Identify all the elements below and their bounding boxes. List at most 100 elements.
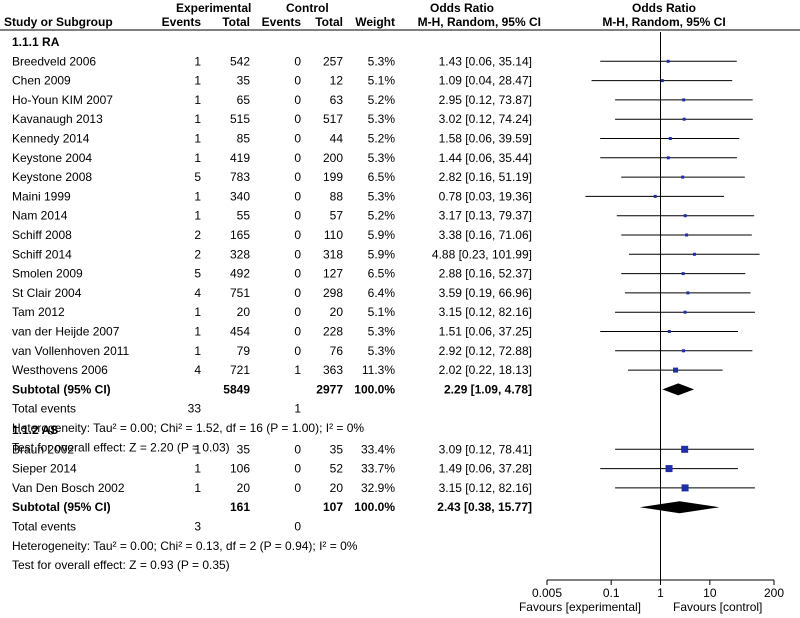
odds-ratio-value: 1.43 [0.06, 35.14] (439, 54, 532, 68)
ctl-total: 363 (323, 363, 343, 377)
exp-events: 1 (194, 462, 201, 476)
weight-value: 5.2% (368, 132, 396, 146)
exp-events: 1 (194, 481, 201, 495)
point-estimate (692, 252, 696, 256)
study-name: Braun 2002 (12, 442, 74, 456)
odds-ratio-value: 3.59 [0.19, 66.96] (439, 286, 532, 300)
ctl-events: 0 (294, 442, 301, 456)
ctl-total: 257 (323, 54, 343, 68)
study-name: Westhovens 2006 (12, 363, 108, 377)
study-name: Tam 2012 (12, 305, 65, 319)
subtotal-ctl-total: 107 (323, 500, 343, 514)
ctl-total: 44 (330, 132, 344, 146)
ctl-total: 228 (323, 325, 343, 339)
total-events-ctl: 0 (294, 520, 301, 534)
point-estimate (683, 310, 687, 314)
point-estimate (681, 272, 685, 276)
subtotal-diamond (662, 383, 695, 396)
point-estimate (660, 79, 664, 83)
study-name: Schiff 2014 (12, 247, 72, 261)
weight-value: 6.4% (368, 286, 396, 300)
ctl-total: 517 (323, 112, 343, 126)
odds-ratio-value: 2.82 [0.16, 51.19] (439, 170, 532, 184)
exp-events: 1 (194, 209, 201, 223)
weight-value: 5.2% (368, 209, 396, 223)
ctl-total: 200 (323, 151, 343, 165)
header-control: Control (286, 1, 329, 15)
ctl-total: 199 (323, 170, 343, 184)
point-estimate (653, 194, 657, 198)
study-name: van Vollenhoven 2011 (12, 344, 130, 358)
point-estimate (681, 175, 685, 179)
x-tick-label: 10 (703, 586, 717, 600)
study-name: Sieper 2014 (12, 462, 77, 476)
ctl-events: 0 (294, 286, 301, 300)
ctl-events: 0 (294, 93, 301, 107)
study-name: Chen 2009 (12, 74, 71, 88)
point-estimate (673, 367, 679, 373)
header-exp-events: Events (162, 15, 202, 29)
total-events-label: Total events (12, 402, 76, 416)
x-tick-label: 0.1 (603, 586, 620, 600)
weight-value: 5.3% (368, 325, 396, 339)
header-ctl-events: Events (262, 15, 302, 29)
ctl-events: 0 (294, 325, 301, 339)
exp-total: 721 (230, 363, 250, 377)
odds-ratio-value: 1.09 [0.04, 28.47] (439, 74, 532, 88)
weight-value: 33.7% (361, 462, 395, 476)
ctl-total: 35 (330, 442, 344, 456)
ctl-total: 63 (330, 93, 344, 107)
study-name: Van Den Bosch 2002 (12, 481, 125, 495)
point-estimate (666, 59, 670, 63)
study-name: Smolen 2009 (12, 267, 83, 281)
exp-events: 1 (194, 54, 201, 68)
point-estimate (681, 484, 689, 492)
weight-value: 6.5% (368, 170, 396, 184)
ctl-events: 0 (294, 132, 301, 146)
study-name: Nam 2014 (12, 209, 68, 223)
ctl-events: 0 (294, 228, 301, 242)
ctl-events: 0 (294, 54, 301, 68)
weight-value: 11.3% (362, 363, 395, 377)
weight-value: 5.1% (368, 74, 396, 88)
weight-value: 5.3% (368, 189, 396, 203)
odds-ratio-value: 2.02 [0.22, 18.13] (439, 363, 532, 377)
header-study: Study or Subgroup (4, 15, 113, 29)
subtotal-exp-total: 5849 (223, 382, 250, 396)
study-name: Schiff 2008 (12, 228, 72, 242)
study-name: Maini 1999 (12, 189, 71, 203)
weight-value: 6.5% (368, 267, 396, 281)
study-name: Keystone 2004 (12, 151, 92, 165)
exp-events: 1 (194, 325, 201, 339)
study-name: Ho-Youn KIM 2007 (12, 93, 113, 107)
odds-ratio-value: 2.92 [0.12, 72.88] (439, 344, 532, 358)
exp-events: 2 (194, 247, 201, 261)
ctl-total: 298 (323, 286, 343, 300)
exp-total: 55 (237, 209, 251, 223)
exp-total: 340 (230, 189, 250, 203)
weight-value: 5.2% (368, 93, 396, 107)
subtotal-ctl-total: 2977 (316, 382, 343, 396)
total-events-ctl: 1 (294, 402, 301, 416)
weight-value: 5.1% (368, 305, 396, 319)
exp-total: 65 (237, 93, 251, 107)
subtotal-diamond (639, 501, 720, 514)
study-name: Keystone 2008 (12, 170, 92, 184)
point-estimate (686, 291, 690, 295)
ctl-events: 0 (294, 209, 301, 223)
exp-total: 35 (237, 74, 251, 88)
weight-value: 5.3% (368, 151, 396, 165)
header-weight: Weight (355, 15, 395, 29)
exp-total: 85 (237, 132, 251, 146)
point-estimate (682, 117, 686, 121)
exp-events: 5 (194, 170, 201, 184)
odds-ratio-value: 2.95 [0.12, 73.87] (439, 93, 532, 107)
study-name: St Clair 2004 (12, 286, 82, 300)
odds-ratio-value: 1.49 [0.06, 37.28] (439, 462, 532, 476)
exp-total: 20 (237, 481, 251, 495)
plot-marks (585, 32, 760, 580)
ctl-total: 318 (323, 247, 343, 261)
odds-ratio-value: 0.78 [0.03, 19.36] (439, 189, 532, 203)
ctl-events: 0 (294, 189, 301, 203)
exp-total: 79 (237, 344, 251, 358)
